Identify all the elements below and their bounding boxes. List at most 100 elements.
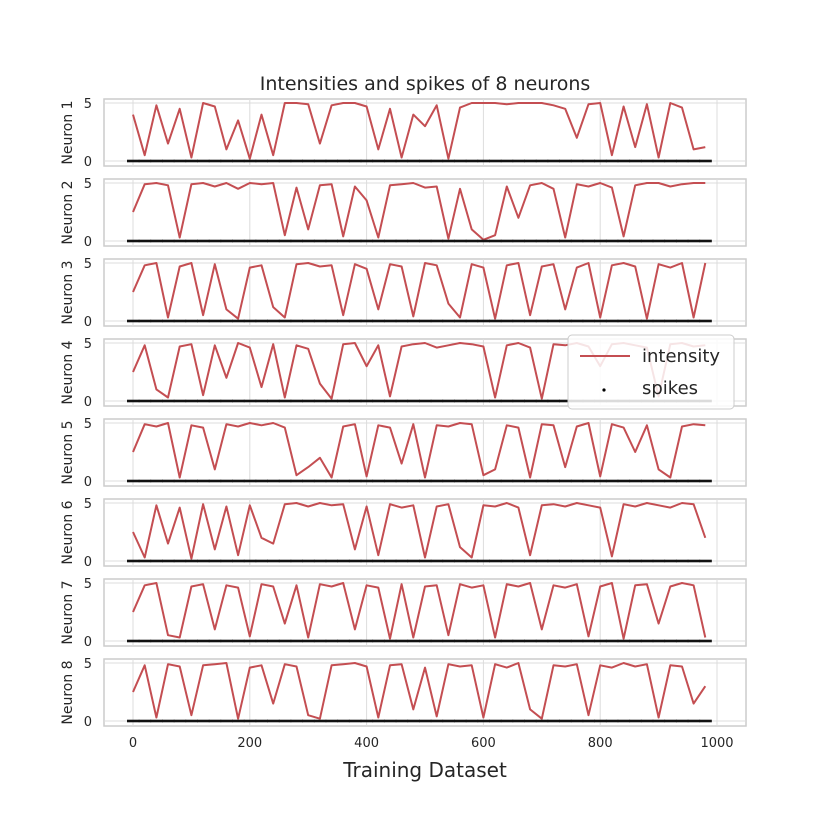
spike-marker xyxy=(290,639,304,643)
spike-marker xyxy=(594,639,607,643)
spike-marker xyxy=(360,559,374,563)
spike-marker xyxy=(594,719,607,723)
spike-marker xyxy=(617,719,631,723)
spike-marker xyxy=(570,319,584,323)
spike-marker xyxy=(232,319,245,323)
y-axis-label: Neuron 2 xyxy=(60,180,76,244)
spike-marker xyxy=(138,719,152,723)
spike-marker xyxy=(173,639,187,643)
spike-marker xyxy=(465,559,479,563)
spike-marker xyxy=(617,639,631,643)
spike-marker xyxy=(360,479,374,483)
spike-marker xyxy=(524,319,537,323)
spike-marker xyxy=(325,559,339,563)
spike-marker xyxy=(477,239,490,243)
y-tick-label: 5 xyxy=(84,417,92,432)
spike-marker xyxy=(629,319,642,323)
spike-marker xyxy=(640,479,654,483)
spike-marker xyxy=(559,559,572,563)
panel-2: 0 5 Neuron 2 xyxy=(60,177,747,250)
spike-marker xyxy=(278,319,292,323)
spike-marker xyxy=(617,559,631,563)
spike-marker xyxy=(197,639,210,643)
spike-marker xyxy=(687,639,701,643)
spike-marker xyxy=(664,559,677,563)
spike-marker xyxy=(442,239,455,243)
spike-marker xyxy=(150,319,163,323)
spike-marker xyxy=(535,319,549,323)
spike-marker xyxy=(547,159,560,163)
spike-marker xyxy=(605,559,619,563)
spike-marker xyxy=(232,239,245,243)
spike-marker xyxy=(138,319,152,323)
spike-marker xyxy=(675,719,689,723)
spike-marker xyxy=(232,479,245,483)
spike-marker xyxy=(640,639,654,643)
legend-label: spikes xyxy=(642,378,698,399)
spike-marker xyxy=(652,159,666,163)
y-axis-label: Neuron 8 xyxy=(60,660,76,724)
spike-marker xyxy=(372,479,385,483)
spike-marker xyxy=(173,559,187,563)
spike-marker xyxy=(348,719,362,723)
spike-marker xyxy=(185,319,198,323)
spike-marker xyxy=(220,559,233,563)
intensity-line xyxy=(132,102,706,160)
spike-marker xyxy=(302,639,315,643)
spike-marker xyxy=(582,159,596,163)
spike-marker xyxy=(173,319,187,323)
spike-marker xyxy=(383,559,397,563)
spike-marker xyxy=(220,479,233,483)
spike-marker xyxy=(348,479,362,483)
spike-marker xyxy=(419,719,432,723)
y-tick-label: 0 xyxy=(84,715,92,730)
spike-marker xyxy=(535,639,549,643)
spike-marker xyxy=(372,559,385,563)
spike-marker xyxy=(232,399,245,403)
y-tick-label: 5 xyxy=(84,177,92,192)
intensity-line xyxy=(132,662,707,720)
spike-marker xyxy=(290,319,304,323)
y-tick-label: 5 xyxy=(84,577,92,592)
spike-marker xyxy=(500,479,514,483)
spike-marker xyxy=(699,719,712,723)
spike-marker xyxy=(430,559,444,563)
spike-marker xyxy=(454,319,467,323)
intensity-line xyxy=(132,182,706,241)
x-tick-label: 0 xyxy=(129,736,137,751)
y-axis-label: Neuron 3 xyxy=(60,260,76,324)
spike-marker xyxy=(243,639,257,643)
x-axis-label: Training Dataset xyxy=(342,758,507,782)
spike-marker xyxy=(442,399,455,403)
spike-marker xyxy=(454,479,467,483)
spike-marker xyxy=(477,479,490,483)
spike-marker xyxy=(489,399,502,403)
spike-marker xyxy=(524,719,537,723)
legend-spikes-swatch xyxy=(602,388,606,392)
spike-marker xyxy=(185,239,198,243)
spike-marker xyxy=(325,719,339,723)
intensity-line xyxy=(132,582,707,640)
spike-marker xyxy=(395,479,409,483)
spike-marker xyxy=(360,719,374,723)
spike-marker xyxy=(407,399,420,403)
spike-marker xyxy=(512,399,525,403)
spike-marker xyxy=(477,159,490,163)
spike-marker xyxy=(512,559,525,563)
spike-marker xyxy=(197,239,210,243)
spike-marker xyxy=(267,399,280,403)
spike-marker xyxy=(687,159,701,163)
spike-marker xyxy=(395,239,409,243)
intensity-line xyxy=(132,262,707,320)
spike-marker xyxy=(699,479,712,483)
spike-marker xyxy=(220,319,233,323)
spike-marker xyxy=(162,159,175,163)
spike-marker xyxy=(313,479,327,483)
spike-marker xyxy=(372,719,385,723)
spike-marker xyxy=(243,719,257,723)
spike-marker xyxy=(208,559,222,563)
spike-marker xyxy=(278,239,292,243)
spike-marker xyxy=(675,319,689,323)
spike-marker xyxy=(360,319,374,323)
spike-marker xyxy=(500,559,514,563)
